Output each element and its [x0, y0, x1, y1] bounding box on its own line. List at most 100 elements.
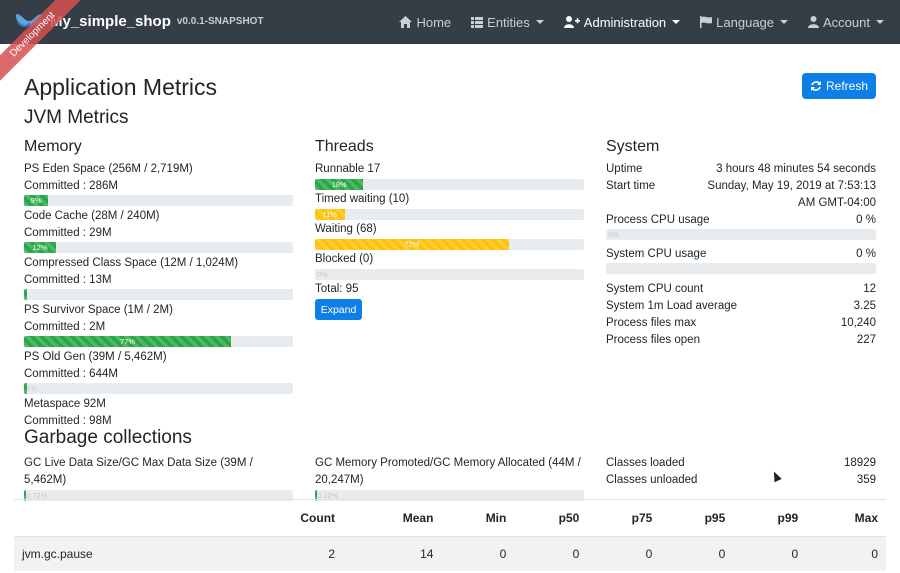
gc-classes: Classes loaded 18929 Classes unloaded 35…: [606, 455, 876, 489]
memory-item-name: PS Survivor Space (1M / 2M): [24, 304, 173, 316]
gc-table-header-cell: Mean: [343, 499, 442, 537]
gc-promoted-bar-fill: [315, 490, 317, 501]
nav-menu: Home Entities Administration Language Ac…: [379, 0, 884, 44]
thread-item-bar: 18%: [315, 179, 584, 190]
caret-down-icon: [780, 20, 789, 24]
thread-item-bar-text: 0%: [317, 270, 328, 279]
process-cpu-row: Process CPU usage 0 %: [606, 212, 876, 229]
thread-item-label: Blocked (0): [315, 253, 374, 265]
gc-table-cell: jvm.gc.pause: [14, 536, 235, 571]
thread-item-label: Timed waiting (10): [315, 193, 410, 205]
memory-item-bar: 1%: [24, 383, 293, 394]
thread-item: Runnable 17 18%: [315, 161, 584, 190]
process-cpu-label: Process CPU usage: [606, 214, 710, 226]
memory-item-bar-text: 1%: [26, 384, 37, 393]
memory-list: PS Eden Space (256M / 2,719M) Committed :…: [24, 161, 293, 430]
start-time-label: Start time: [606, 180, 656, 192]
threads-title: Threads: [315, 138, 374, 155]
memory-item-name: PS Eden Space (256M / 2,719M): [24, 163, 193, 175]
user-icon: [808, 16, 820, 28]
memory-item-committed: Committed : 644M: [24, 368, 118, 380]
memory-item-name: Metaspace 92M: [24, 398, 106, 410]
memory-item-name: Code Cache (28M / 240M): [24, 210, 160, 222]
memory-section: Memory PS Eden Space (256M / 2,719M) Comm…: [24, 137, 293, 430]
thread-item-bar: 0%: [315, 269, 584, 280]
system-row-value: 3.25: [853, 300, 876, 312]
start-time-value: Sunday, May 19, 2019 at 7:53:13: [707, 180, 876, 192]
uptime-value: 3 hours 48 minutes 54 seconds: [716, 163, 876, 175]
sync-icon: [810, 81, 821, 91]
thread-item-bar-fill: 11%: [315, 209, 345, 220]
gc-live-bar-fill: [24, 490, 26, 501]
refresh-button[interactable]: Refresh: [802, 73, 876, 99]
user-plus-icon: [563, 16, 580, 28]
gc-table-cell: 14: [343, 536, 442, 571]
memory-item-committed: Committed : 29M: [24, 227, 112, 239]
gc-promoted-label: GC Memory Promoted/GC Memory Allocated (…: [315, 457, 581, 469]
memory-item-bar-fill: 12%: [24, 242, 57, 253]
gc-table-header-cell: Count: [234, 499, 344, 537]
memory-item: Metaspace 92M Committed : 98M: [24, 396, 293, 430]
memory-item: Code Cache (28M / 240M) Committed : 29M 12…: [24, 208, 293, 253]
gc-table-cell: 0: [587, 536, 661, 571]
threads-section: Threads Runnable 17 18% Timed waiting (10)…: [315, 137, 584, 320]
memory-item-committed: Committed : 13M: [24, 274, 112, 286]
classes-unloaded-label: Classes unloaded: [606, 474, 698, 486]
memory-item: Compressed Class Space (12M / 1,024M) Com…: [24, 255, 293, 300]
gc-table-header-cell: [14, 499, 235, 537]
thread-item-bar: 72%: [315, 239, 584, 250]
thread-item: Waiting (68) 72%: [315, 221, 584, 250]
gc-promoted-label-2: 20,247M): [315, 474, 364, 486]
system-row-label: Process files max: [606, 317, 697, 329]
system-row-value: 227: [856, 334, 876, 346]
system-row-value: 12: [863, 283, 876, 295]
process-cpu-bar-text: 0%: [608, 230, 619, 239]
thread-item-bar: 11%: [315, 209, 584, 220]
system-row-label: System CPU count: [606, 283, 704, 295]
classes-loaded-value: 18929: [844, 457, 876, 469]
navbar: My_simple_shop v0.0.1-SNAPSHOT Home Enti…: [0, 0, 900, 44]
brand-name: My_simple_shop: [50, 12, 171, 30]
memory-item: PS Old Gen (39M / 5,462M) Committed : 644…: [24, 349, 293, 394]
system-title: System: [606, 138, 660, 155]
nav-item-label: Account: [823, 14, 870, 30]
classes-loaded-row: Classes loaded 18929: [606, 455, 876, 472]
gc-table-cell: 0: [806, 536, 886, 571]
nav-item-home[interactable]: Home: [399, 15, 451, 30]
refresh-label: Refresh: [825, 79, 869, 93]
memory-item-bar-fill: [24, 383, 27, 394]
gc-table-header-cell: Max: [806, 499, 886, 537]
brand-version: v0.0.1-SNAPSHOT: [176, 15, 264, 27]
nav-item-entities[interactable]: Entities: [471, 15, 544, 30]
system-row: System CPU count 12: [606, 281, 876, 298]
memory-item: PS Eden Space (256M / 2,719M) Committed :…: [24, 161, 293, 206]
system-row: Process files max 10,240: [606, 315, 876, 332]
start-time-value-2: AM GMT-04:00: [798, 197, 876, 209]
expand-button[interactable]: Expand: [315, 299, 362, 320]
nav-item-language[interactable]: Language: [700, 15, 789, 30]
gc-table-cell: 0: [514, 536, 588, 571]
gc-table-header: Count Mean Min p50 p75 p95 p99 Max: [14, 499, 886, 537]
gc-table-cell: 2: [234, 536, 344, 571]
uptime-label: Uptime: [606, 163, 643, 175]
memory-title: Memory: [24, 138, 82, 155]
memory-item-committed: Committed : 98M: [24, 415, 112, 427]
gc-live-data: GC Live Data Size/GC Max Data Size (39M …: [24, 455, 293, 501]
gc-table-header-cell: Min: [441, 499, 515, 537]
gc-promoted-bar-text: 0.22%: [317, 491, 339, 500]
nav-item-account[interactable]: Account: [808, 15, 884, 30]
home-icon: [399, 16, 413, 28]
system-cpu-label: System CPU usage: [606, 248, 707, 260]
nav-item-administration[interactable]: Administration: [563, 14, 681, 30]
system-cpu-bar: [606, 263, 876, 274]
uptime-row: Uptime 3 hours 48 minutes 54 seconds: [606, 161, 876, 178]
thread-item: Blocked (0) 0%: [315, 251, 584, 280]
nav-item-label: Administration: [583, 14, 667, 30]
memory-item-bar: [24, 289, 293, 300]
page-title: Application Metrics: [24, 74, 218, 100]
thread-item-bar-fill: 72%: [315, 239, 509, 250]
process-cpu-bar: 0%: [606, 229, 876, 240]
gc-table-header-cell: p50: [514, 499, 588, 537]
gc-memory-promoted: GC Memory Promoted/GC Memory Allocated (…: [315, 455, 584, 501]
classes-unloaded-value: 359: [856, 474, 876, 486]
